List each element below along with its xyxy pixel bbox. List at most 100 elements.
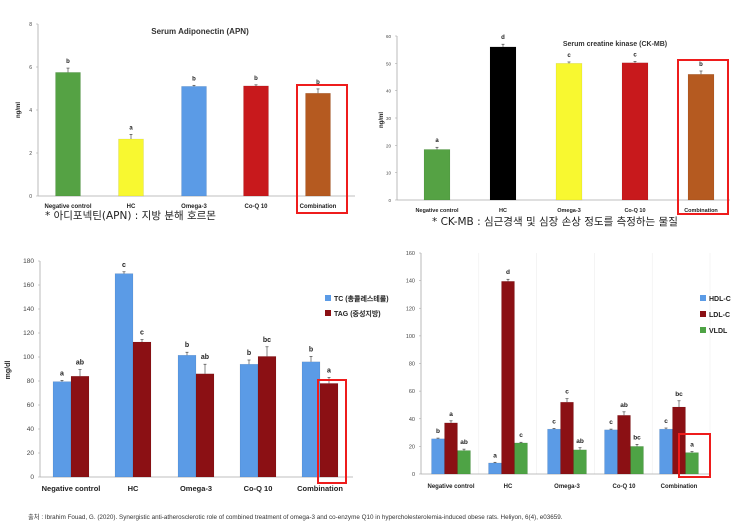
chart3-y-tick-label: 120	[23, 330, 34, 337]
chart3-bar	[114, 273, 134, 478]
chart3-data-label: ab	[201, 354, 209, 361]
chart4-data-label: a	[493, 452, 497, 459]
chart4-bar	[560, 401, 574, 475]
chart4-data-label: a	[690, 441, 694, 448]
chart1-highlight-box	[296, 84, 348, 214]
chart1-x-tick-label: Omega-3	[181, 204, 207, 210]
chart4-bar	[573, 449, 587, 475]
chart4-bar	[547, 428, 561, 475]
chart1-data-label: b	[316, 80, 320, 86]
chart3-data-label: c	[122, 262, 126, 269]
chart3-y-tick-label: 140	[23, 306, 34, 313]
chart1-bar	[55, 72, 81, 197]
chart2-bar	[489, 46, 517, 201]
chart3-y-tick-label: 160	[23, 282, 34, 289]
chart3-highlight-box	[317, 379, 347, 484]
chart2-y-tick-label: 60	[386, 34, 392, 39]
chart3-x-tick-label: HC	[128, 484, 139, 493]
chart4-bar	[444, 422, 458, 475]
chart1-y-tick-label: 2	[29, 151, 32, 157]
chart4-data-label: c	[519, 432, 523, 439]
chart4-legend-label: VLDL	[709, 328, 728, 335]
chart4-data-label: c	[664, 418, 668, 425]
chart3-x-tick-label: Combination	[297, 484, 343, 493]
chart2-highlight-box	[677, 59, 729, 215]
chart2-title: Serum creatine kinase (CK-MB)	[563, 41, 667, 48]
chart4-bar	[457, 450, 471, 475]
chart2-bar	[687, 74, 715, 201]
chart1-data-label: b	[192, 76, 196, 82]
chart1-y-tick-label: 8	[29, 22, 32, 28]
chart1-x-tick-label: Negative control	[44, 204, 91, 210]
chart2-x-tick-label: HC	[499, 208, 507, 214]
chart4-y-tick-label: 20	[409, 444, 415, 450]
chart4-bar	[431, 438, 445, 475]
chart1-bar	[305, 92, 331, 197]
chart2-y-tick-label: 20	[386, 143, 392, 148]
chart3-y-tick-label: 80	[27, 378, 35, 385]
chart2-y-tick-label: 50	[386, 61, 392, 66]
chart4-data-label: d	[506, 269, 510, 276]
chart3-bar	[70, 375, 90, 478]
chart4-bar	[488, 462, 502, 475]
chart4-data-label: b	[436, 428, 440, 435]
chart2-bar	[423, 149, 451, 201]
chart4-data-label: bc	[633, 434, 641, 441]
chart2-bar	[555, 63, 583, 201]
chart4-y-tick-label: 120	[406, 306, 415, 312]
chart2-data-label: c	[633, 52, 637, 58]
chart2-caption: * CK-MB : 심근경색 및 심장 손상 정도를 측정하는 물질	[432, 216, 678, 228]
chart2-y-tick-label: 40	[386, 89, 392, 94]
chart1-y-axis-label: ng/ml	[16, 102, 22, 118]
chart4-highlight-box	[678, 433, 711, 478]
chart1-data-label: b	[66, 59, 70, 65]
chart4-data-label: c	[609, 419, 613, 426]
chart4-legend-swatch	[700, 327, 706, 333]
chart4-data-label: ab	[576, 438, 584, 445]
chart4-legend-swatch	[700, 311, 706, 317]
chart4-bar	[685, 452, 699, 475]
chart1-x-tick-label: Combination	[300, 204, 337, 210]
chart3-y-tick-label: 40	[27, 426, 35, 433]
chart4-y-tick-label: 80	[409, 362, 415, 368]
chart1-y-tick-label: 0	[29, 194, 32, 200]
chart2-bar	[621, 62, 649, 201]
chart2-y-axis-label: ng/ml	[379, 112, 385, 128]
chart3-bar	[177, 354, 197, 478]
chart4-bar	[604, 429, 618, 475]
chart4-bar	[514, 442, 528, 475]
chart1-bar	[181, 86, 207, 197]
chart3-data-label: a	[60, 370, 64, 377]
chart2-data-label: d	[501, 35, 505, 41]
chart4-bar	[617, 415, 631, 475]
chart1-bar	[243, 85, 269, 197]
chart3-data-label: ab	[76, 360, 84, 367]
chart4-x-tick-label: Co-Q 10	[612, 484, 636, 490]
chart4-bar	[630, 446, 644, 475]
chart4-y-tick-label: 0	[412, 472, 415, 478]
chart2-data-label: c	[567, 53, 571, 59]
chart4-x-tick-label: Negative control	[427, 484, 474, 490]
chart4-y-tick-label: 100	[406, 334, 415, 340]
chart2-y-tick-label: 30	[386, 116, 392, 121]
chart4-data-label: c	[565, 389, 569, 396]
chart1-y-tick-label: 6	[29, 65, 32, 71]
chart4-data-label: ab	[620, 402, 628, 409]
chart1-title: Serum Adiponectin (APN)	[151, 27, 249, 36]
chart4-data-label: a	[449, 411, 453, 418]
chart3-data-label: bc	[263, 337, 271, 344]
chart4-data-label: bc	[675, 391, 683, 398]
chart3-data-label: b	[309, 346, 313, 353]
chart1-x-tick-label: Co-Q 10	[244, 204, 268, 210]
chart4-y-tick-label: 160	[406, 251, 415, 257]
chart4-legend-label: HDL-C	[709, 296, 731, 303]
chart3-data-label: c	[140, 330, 144, 337]
chart3-legend-label: TC (총콜레스테롤)	[334, 294, 389, 303]
chart3-data-label: b	[247, 350, 251, 357]
chart3-y-tick-label: 20	[27, 450, 35, 457]
chart4-legend-swatch	[700, 295, 706, 301]
chart3-x-tick-label: Negative control	[42, 484, 101, 493]
chart4-x-tick-label: Omega-3	[554, 484, 580, 490]
chart3-y-axis-label: mg/dl	[5, 361, 12, 380]
